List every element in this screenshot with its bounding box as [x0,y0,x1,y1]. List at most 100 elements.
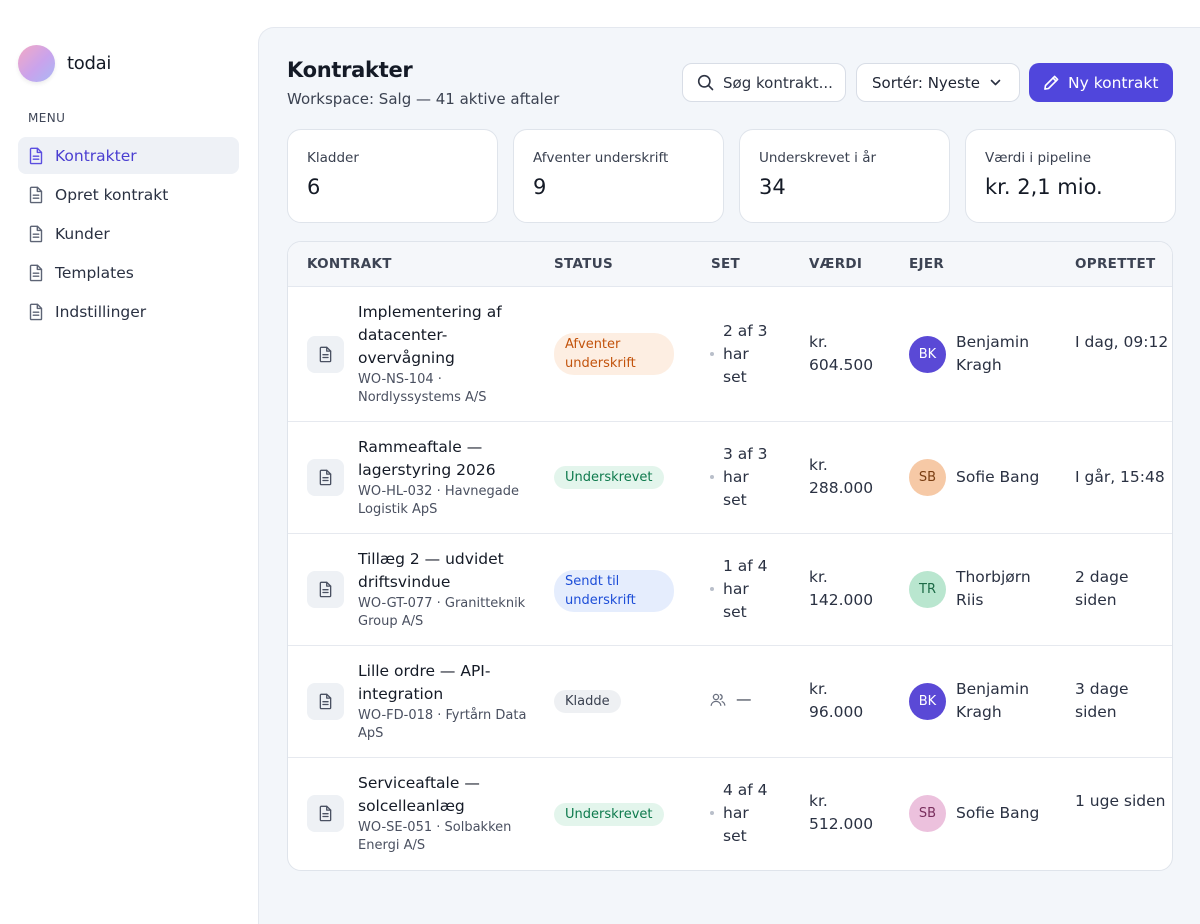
stat-label: Kladder [307,150,359,166]
document-icon [29,303,43,320]
owner: SB Sofie Bang [909,459,1046,496]
stat-label: Underskrevet i år [759,150,877,166]
document-icon [307,571,344,608]
search-input[interactable]: Søg kontrakt... [682,63,846,102]
seen-text: 1 af 4 har set [723,557,768,621]
avatar: SB [909,459,946,496]
contract-meta: WO-NS-104 · Nordlyssystems A/S [358,372,487,405]
sidebar-item-label: Indstillinger [55,302,147,321]
brand-logo [18,45,55,82]
table-row[interactable]: Lille ordre — API-integration WO-FD-018 … [288,646,1172,758]
stat-value: 6 [307,175,321,199]
document-icon [29,225,43,242]
seen-status: 3 af 3 har set [710,443,773,512]
stats-row: Kladder 6 Afventer underskrift 9 Undersk… [287,129,1176,223]
column-header-oprettet[interactable]: OPRETTET [1075,256,1156,272]
brand-name: todai [67,53,112,74]
sidebar-item-kontrakter[interactable]: Kontrakter [18,137,239,174]
owner-name: Sofie Bang [956,468,1040,486]
contract-title: Tillæg 2 — udvidet driftsvindue [358,550,504,591]
page-subtitle: Workspace: Salg — 41 aktive aftaler [287,90,560,108]
document-icon [307,459,344,496]
column-header-status[interactable]: STATUS [554,256,613,272]
avatar: BK [909,335,946,373]
column-header-ejer[interactable]: EJER [909,256,945,272]
contract-title: Rammeaftale — lagerstyring 2026 [358,438,496,479]
sidebar-item-label: Templates [55,263,134,282]
contract-value: kr. 96.000 [809,680,864,721]
seen-dot-icon [710,352,714,356]
stat-value: 34 [759,175,786,199]
contract-name[interactable]: Serviceaftale — solcelleanlæg WO-SE-051 … [358,772,528,855]
owner: SB Sofie Bang [909,795,1046,832]
stat-value: kr. 2,1 mio. [985,175,1103,199]
avatar: SB [909,795,946,832]
search-icon [697,74,714,91]
table-row[interactable]: Tillæg 2 — udvidet driftsvindue WO-GT-07… [288,534,1172,646]
stat-card-pipeline: Værdi i pipeline kr. 2,1 mio. [965,129,1176,223]
created-date: 3 dage siden [1075,680,1129,721]
sidebar-item-label: Kontrakter [55,146,137,165]
sidebar-item-opret-kontrakt[interactable]: Opret kontrakt [18,176,239,213]
table-row[interactable]: Rammeaftale — lagerstyring 2026 WO-HL-03… [288,422,1172,534]
owner-name: Benjamin Kragh [956,680,1030,721]
owner: BK Benjamin Kragh [909,678,1046,724]
contract-title: Serviceaftale — solcelleanlæg [358,774,480,815]
document-icon [307,683,344,720]
seen-dot-icon [710,587,714,591]
chevron-down-icon [990,79,1001,86]
contract-meta: WO-HL-032 · Havnegade Logistik ApS [358,484,519,517]
seen-status: 2 af 3 har set [710,320,773,389]
new-contract-label: Ny kontrakt [1068,73,1159,92]
sidebar: todai MENU Kontrakter Opret kontrakt Kun… [0,0,258,924]
sort-dropdown[interactable]: Sortér: Nyeste [856,63,1020,102]
contract-title: Implementering af datacenter-overvågning [358,303,502,367]
document-icon [29,147,43,164]
table-header: KONTRAKT STATUS SET VÆRDI EJER OPRETTET [288,242,1172,287]
contract-name[interactable]: Rammeaftale — lagerstyring 2026 WO-HL-03… [358,436,528,519]
contract-value: kr. 604.500 [809,333,874,374]
contracts-table: KONTRAKT STATUS SET VÆRDI EJER OPRETTET … [287,241,1173,871]
contract-name[interactable]: Lille ordre — API-integration WO-FD-018 … [358,660,528,743]
owner-name: Benjamin Kragh [956,333,1030,374]
contract-name[interactable]: Implementering af datacenter-overvågning… [358,301,528,407]
contract-value: kr. 142.000 [809,568,874,609]
seen-text: — [736,690,752,708]
table-row[interactable]: Implementering af datacenter-overvågning… [288,287,1172,422]
sidebar-nav: Kontrakter Opret kontrakt Kunder Templat… [18,137,239,332]
seen-text: 3 af 3 har set [723,445,768,509]
stat-card-kladder: Kladder 6 [287,129,498,223]
owner: TR Thorbjørn Riis [909,566,1046,612]
seen-text: 4 af 4 har set [723,781,768,845]
table-row[interactable]: Serviceaftale — solcelleanlæg WO-SE-051 … [288,758,1172,870]
brand[interactable]: todai [18,45,111,82]
column-header-kontrakt[interactable]: KONTRAKT [307,256,392,272]
document-icon [29,264,43,281]
status-badge: Underskrevet [554,803,664,826]
contract-meta: WO-GT-077 · Granitteknik Group A/S [358,596,526,629]
sidebar-item-templates[interactable]: Templates [18,254,239,291]
contract-value: kr. 288.000 [809,456,874,497]
contract-value: kr. 512.000 [809,792,874,833]
stat-value: 9 [533,175,547,199]
stat-card-underskrevet: Underskrevet i år 34 [739,129,950,223]
sidebar-item-kunder[interactable]: Kunder [18,215,239,252]
status-badge: Underskrevet [554,466,664,489]
sidebar-item-indstillinger[interactable]: Indstillinger [18,293,239,330]
created-date: I går, 15:48 [1075,468,1165,486]
column-header-set[interactable]: SET [711,256,741,272]
contract-meta: WO-FD-018 · Fyrtårn Data ApS [358,708,527,741]
contract-name[interactable]: Tillæg 2 — udvidet driftsvindue WO-GT-07… [358,548,528,631]
document-icon [29,186,43,203]
users-icon [710,693,726,706]
column-header-vaerdi[interactable]: VÆRDI [809,256,863,272]
new-contract-button[interactable]: Ny kontrakt [1029,63,1173,102]
seen-text: 2 af 3 har set [723,322,768,386]
status-badge: Afventer underskrift [554,333,674,375]
seen-dot-icon [710,475,714,479]
stat-label: Værdi i pipeline [985,150,1092,166]
seen-dot-icon [710,811,714,815]
owner: BK Benjamin Kragh [909,331,1046,377]
document-icon [307,336,344,373]
pencil-icon [1044,75,1059,90]
